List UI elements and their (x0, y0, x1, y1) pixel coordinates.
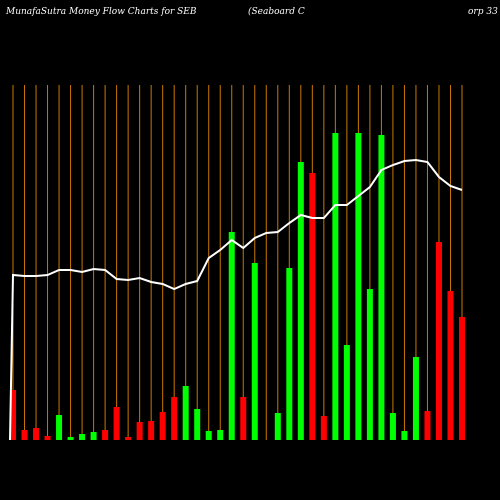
bar (159, 412, 166, 440)
bar (79, 434, 86, 440)
bar (33, 428, 40, 440)
bar (412, 357, 419, 440)
bar (217, 430, 224, 440)
bar (90, 432, 97, 440)
bar (113, 407, 120, 440)
bar (125, 437, 132, 440)
chart-subtitle: (Seaboard C (248, 6, 305, 17)
bar (343, 345, 350, 440)
bar (228, 232, 235, 440)
bar (389, 413, 396, 440)
bar (102, 430, 109, 440)
price-line (9, 158, 463, 441)
chart-subtitle: orp 33 (468, 7, 498, 17)
bar (320, 416, 327, 440)
bar (44, 436, 51, 440)
bar (366, 289, 373, 440)
bar (355, 133, 362, 440)
bar (251, 263, 258, 440)
bar (286, 268, 293, 440)
bar (136, 422, 143, 440)
bar (21, 430, 28, 440)
bar (240, 397, 247, 440)
bar (205, 431, 212, 440)
bar (274, 413, 281, 440)
bar (67, 437, 74, 440)
bar (297, 162, 304, 440)
bar (447, 291, 454, 440)
bar (424, 411, 431, 440)
bar (148, 421, 155, 440)
chart-title: MunafaSutra Money Flow Charts for SEB (5, 7, 197, 17)
bar (309, 173, 316, 440)
bar (435, 242, 442, 440)
bar (171, 397, 178, 440)
bar (332, 133, 339, 440)
bar (194, 409, 201, 440)
bar (401, 431, 408, 440)
bar (459, 317, 465, 440)
bar (378, 135, 385, 440)
bar (56, 415, 63, 440)
bar (182, 386, 189, 440)
bar (10, 390, 16, 440)
